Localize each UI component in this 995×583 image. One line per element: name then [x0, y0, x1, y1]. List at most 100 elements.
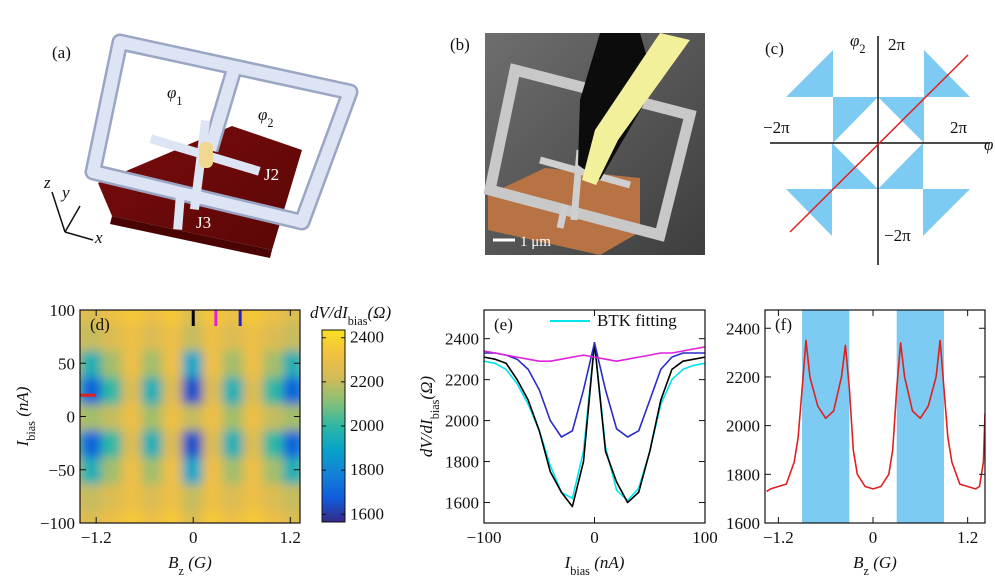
subscript: bias	[570, 564, 590, 578]
heat-cell	[161, 508, 185, 523]
heat-cell	[81, 482, 104, 511]
heat-cell	[141, 322, 164, 351]
junction-label: J2	[264, 165, 279, 184]
y-tick-label: 2200	[445, 371, 479, 390]
heat-cell	[182, 482, 205, 511]
series-line	[766, 339, 985, 493]
series-line	[484, 342, 705, 502]
heat-cell	[202, 348, 225, 378]
heat-cell	[81, 348, 104, 378]
heat-cell	[81, 508, 104, 523]
heat-cell	[202, 482, 225, 511]
heat-cell	[101, 375, 124, 405]
panel-label: (e)	[494, 315, 513, 334]
heat-cell	[141, 402, 164, 431]
heat-cell	[242, 482, 266, 511]
x-axis-label: Ibias (nA)	[564, 553, 625, 578]
text-part: B	[853, 553, 864, 572]
axes-frame	[483, 309, 706, 524]
y-tick-label: 2000	[445, 412, 479, 431]
series-line	[484, 342, 705, 508]
heat-cell	[263, 402, 286, 431]
heat-cell	[101, 348, 124, 378]
heat-cell	[161, 322, 185, 351]
subscript: 2	[859, 42, 865, 56]
plot-area	[484, 342, 705, 508]
heat-cell	[81, 375, 104, 405]
heat-cell	[202, 402, 225, 431]
heat-cell	[242, 348, 266, 378]
legend-label: BTK fitting	[597, 311, 677, 330]
junction-label: J1	[129, 122, 144, 141]
flux-label: φ2	[258, 105, 274, 130]
axis-label: z	[43, 173, 51, 192]
heat-cell	[141, 508, 164, 523]
axis-label: y	[60, 183, 70, 202]
x-tick-label: −1.2	[763, 528, 794, 547]
substrate-edge	[110, 216, 272, 258]
heat-cell	[141, 455, 164, 485]
heat-cell	[101, 402, 124, 431]
y-tick-label: 2400	[726, 319, 760, 338]
panel: −100 0 100 1600 1800 2000 2200 2400 (e) Ibias (nA…	[417, 309, 718, 578]
heat-cell	[222, 455, 245, 485]
y-tick-label: 50	[58, 354, 75, 373]
heat-cell	[182, 508, 205, 523]
y-tick-label: 1600	[726, 514, 760, 533]
plot-area	[766, 310, 985, 523]
x-tick-label: −100	[466, 528, 501, 547]
heat-cell	[242, 375, 266, 405]
heat-cell	[121, 402, 144, 431]
heat-cell	[161, 402, 185, 431]
panel-label: (c)	[765, 39, 784, 58]
heat-cell	[202, 322, 225, 351]
heat-cell	[161, 455, 185, 485]
heat-cell	[242, 402, 266, 431]
text-part: (G)	[184, 553, 212, 572]
heat-cell	[101, 322, 124, 351]
y-tick-label: 100	[50, 301, 76, 320]
subscript: bias	[24, 421, 38, 441]
panel-c: (c) φ2 φ 2π −2π 2π −2π	[763, 31, 993, 265]
text-part: (Ω)	[417, 376, 436, 400]
heat-cell	[283, 310, 300, 325]
x-tick-label: 100	[692, 528, 718, 547]
colorbar-label: dV/dIbias(Ω)	[310, 303, 391, 328]
heat-cell	[263, 428, 286, 458]
y-tick-label: 1600	[445, 494, 479, 513]
heat-cell	[121, 455, 144, 485]
text-part: φ	[258, 105, 267, 124]
x-tick-label: 1.2	[957, 528, 978, 547]
shaded-region	[896, 310, 944, 523]
heat-cell	[222, 428, 245, 458]
heat-cell	[283, 375, 300, 405]
panel-label: (b)	[450, 35, 470, 54]
text-part: B	[168, 553, 179, 572]
panel-b: 1 μm (b)	[450, 33, 705, 255]
heat-cell	[161, 375, 185, 405]
heat-cell	[182, 428, 205, 458]
heat-cell	[101, 508, 124, 523]
subscript: bias	[428, 399, 442, 419]
heat-cell	[101, 428, 124, 458]
text-part: (nA)	[590, 553, 625, 572]
y-tick-label: −100	[40, 514, 75, 533]
heat-cell	[182, 402, 205, 431]
axis-label: x	[94, 228, 103, 247]
heat-cell	[101, 455, 124, 485]
heat-cell	[283, 482, 300, 511]
heat-cell	[161, 348, 185, 378]
colorbar-tick-label: 1800	[350, 460, 384, 479]
heat-cell	[263, 455, 286, 485]
heat-cell	[141, 428, 164, 458]
heat-cell	[263, 348, 286, 378]
y-tick-label: 1800	[445, 453, 479, 472]
heat-cell	[121, 482, 144, 511]
triangles	[786, 50, 970, 236]
diagonal	[789, 54, 969, 233]
panel-label: (f)	[775, 315, 792, 334]
heatmap	[80, 310, 300, 523]
heat-cell	[222, 402, 245, 431]
